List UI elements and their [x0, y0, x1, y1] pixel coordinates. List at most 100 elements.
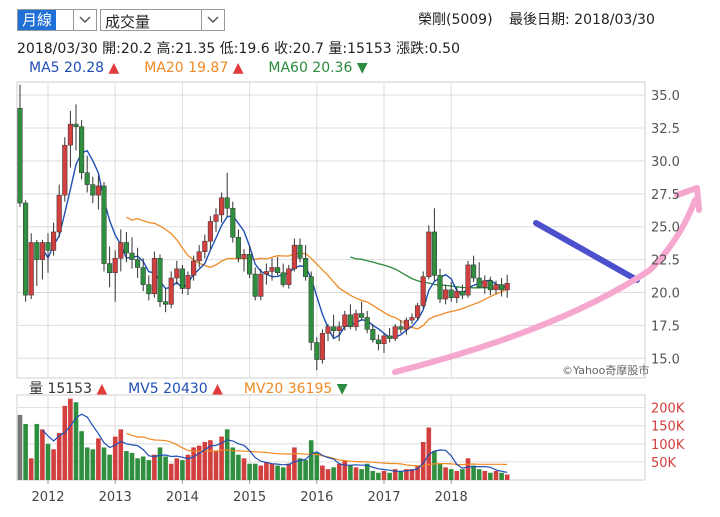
- volume-panel-frame: [16, 394, 646, 481]
- volume-arrow-icon: ▲: [96, 381, 108, 397]
- candle-body: [17, 108, 23, 204]
- candle-body: [482, 280, 488, 288]
- ma20-arrow-icon: ▲: [232, 60, 244, 76]
- volume-bar: [426, 427, 432, 480]
- volume-bar: [448, 469, 454, 480]
- candle-body: [403, 319, 409, 330]
- candle-body: [163, 301, 169, 305]
- candle-body: [297, 244, 303, 259]
- candle-body: [476, 277, 482, 288]
- annotations: [392, 185, 702, 375]
- candle-body: [224, 197, 230, 209]
- volume-tick-label: 50K: [651, 456, 677, 471]
- candle-body: [123, 242, 129, 254]
- candle-body: [314, 342, 320, 360]
- candle-body: [191, 260, 197, 276]
- mv5-label: MV5 20430: [128, 381, 208, 397]
- trendline-annotation: [533, 220, 640, 283]
- last-date: 最後日期: 2018/03/30: [509, 12, 655, 28]
- candle-body: [303, 258, 309, 277]
- candle-body: [471, 264, 477, 279]
- candle-body: [34, 242, 40, 260]
- candle-body: [269, 267, 275, 272]
- ma60-arrow-icon: ▼: [356, 60, 368, 76]
- candle-body: [112, 258, 118, 274]
- candle-body: [286, 268, 292, 285]
- volume-bar: [34, 423, 40, 480]
- chevron-down-icon[interactable]: [201, 10, 224, 30]
- candle-body: [392, 326, 398, 339]
- candle-body: [247, 254, 253, 275]
- period-select-value: 月線: [18, 10, 57, 30]
- candle-body: [151, 258, 157, 295]
- volume-bar: [269, 463, 275, 480]
- volume-bar: [331, 467, 336, 480]
- candle-body: [157, 258, 163, 302]
- candle-body: [140, 267, 146, 285]
- volume-bars: [17, 398, 510, 480]
- volume-bar: [275, 465, 280, 480]
- volume-bar: [286, 463, 292, 480]
- candle-body: [95, 185, 101, 196]
- volume-bar: [303, 460, 308, 480]
- volume-bar: [112, 436, 118, 480]
- candle-body: [426, 231, 432, 277]
- volume-bar: [107, 454, 112, 480]
- volume-bar: [499, 472, 504, 480]
- ma-legend: MA5 20.28 ▲ MA20 19.87 ▲ MA60 20.36 ▼: [29, 60, 368, 76]
- candle-body: [23, 202, 29, 296]
- mv20-label: MV20 36195: [243, 381, 333, 397]
- candle-body: [179, 268, 185, 289]
- volume-bar: [308, 440, 314, 480]
- period-select[interactable]: 月線: [17, 9, 97, 31]
- year-label: 2016: [300, 490, 333, 505]
- volume-bar: [168, 463, 174, 480]
- volume-bar: [443, 467, 448, 480]
- volume-bar: [336, 463, 342, 480]
- volume-bar: [482, 470, 488, 480]
- volume-bar: [118, 429, 124, 480]
- volume-bar: [62, 405, 68, 480]
- volume-bar: [415, 465, 420, 480]
- ma20-label: MA20 19.87: [144, 60, 229, 76]
- volume-bar: [252, 463, 258, 480]
- candlesticks: [17, 84, 510, 371]
- volume-bar: [146, 460, 152, 480]
- volume-bar: [392, 469, 398, 480]
- volume-bar: [409, 469, 415, 480]
- volume-bar: [224, 429, 230, 480]
- candle-body: [331, 326, 337, 331]
- volume-bar: [320, 465, 325, 480]
- candle-body: [202, 240, 208, 252]
- volume-bar: [73, 402, 79, 480]
- candle-body: [275, 267, 281, 274]
- candle-body: [431, 231, 437, 276]
- price-panel-frame: [16, 81, 646, 379]
- candle-body: [465, 264, 471, 296]
- ma60-label: MA60 20.36: [268, 60, 353, 76]
- volume-tick-label: 100K: [651, 438, 685, 453]
- candle-body: [487, 280, 493, 291]
- volume-bar: [196, 445, 202, 480]
- volume-bar: [180, 460, 185, 480]
- volume-bar: [258, 465, 264, 480]
- watermark: ©Yahoo奇摩股市: [562, 364, 650, 377]
- candle-body: [101, 185, 107, 264]
- indicator-select[interactable]: 成交量: [100, 9, 225, 31]
- candle-body: [230, 208, 236, 238]
- candle-body: [79, 126, 85, 174]
- candle-body: [146, 284, 152, 295]
- candle-body: [336, 326, 342, 331]
- candle-body: [415, 305, 421, 318]
- volume-bar: [129, 452, 135, 480]
- volume-bar: [247, 463, 252, 480]
- volume-bar: [370, 470, 376, 480]
- volume-bar: [124, 451, 129, 480]
- ma5-line: [41, 149, 508, 340]
- chevron-down-icon[interactable]: [73, 10, 96, 30]
- volume-bar: [376, 472, 381, 480]
- candle-body: [359, 313, 365, 318]
- volume-bar: [152, 454, 157, 480]
- volume-bar: [471, 465, 476, 480]
